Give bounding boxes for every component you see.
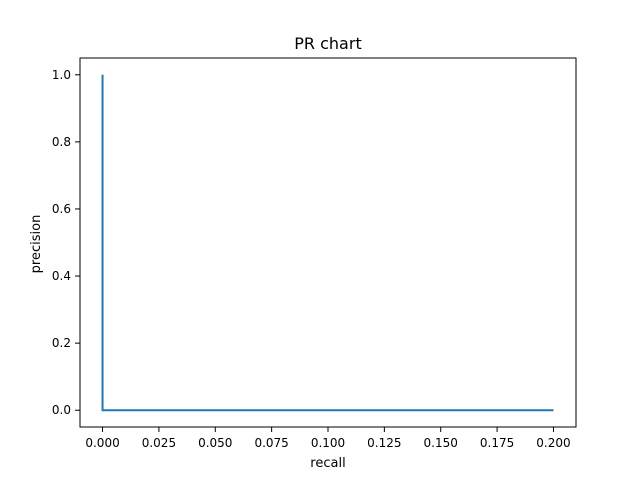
y-tick-label: 0.6 bbox=[52, 202, 71, 216]
x-tick-label: 0.175 bbox=[480, 436, 514, 450]
y-axis-label: precision bbox=[29, 215, 44, 274]
x-tick-label: 0.100 bbox=[311, 436, 345, 450]
y-tick-label: 0.2 bbox=[52, 336, 71, 350]
y-tick-label: 0.4 bbox=[52, 269, 71, 283]
x-tick-label: 0.150 bbox=[424, 436, 458, 450]
x-tick-label: 0.050 bbox=[198, 436, 232, 450]
y-tick-label: 0.8 bbox=[52, 135, 71, 149]
series-line-0 bbox=[101, 74, 554, 412]
y-tick-label: 0.0 bbox=[52, 403, 71, 417]
x-axis-label: recall bbox=[310, 456, 345, 471]
x-tick-label: 0.000 bbox=[85, 436, 119, 450]
x-tick-label: 0.075 bbox=[254, 436, 288, 450]
y-tick-label: 1.0 bbox=[52, 68, 71, 82]
plot-area: 0.000 0.025 0.050 0.075 0.100 0.125 0.150 0.175… bbox=[52, 57, 577, 450]
x-tick-label: 0.125 bbox=[367, 436, 401, 450]
x-tick-label: 0.025 bbox=[142, 436, 176, 450]
x-tick-label: 0.200 bbox=[536, 436, 570, 450]
chart-title: PR chart bbox=[294, 34, 361, 53]
